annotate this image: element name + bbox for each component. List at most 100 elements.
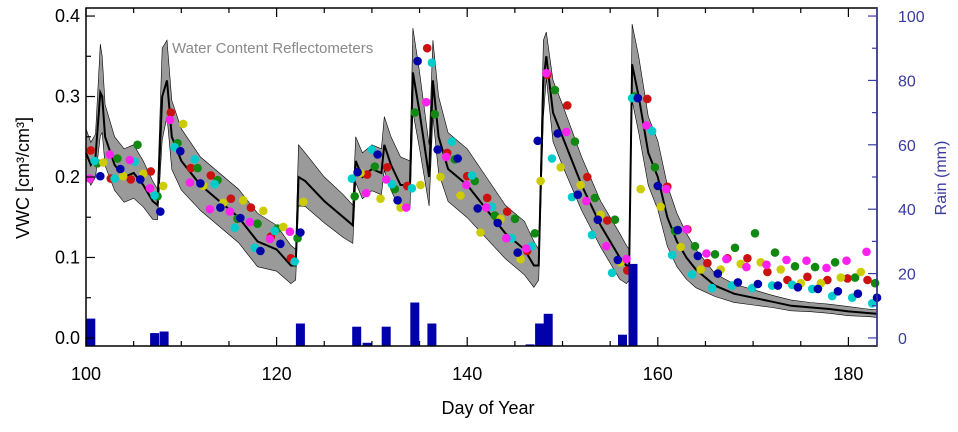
sensor-point <box>576 180 585 190</box>
sensor-point <box>590 193 600 203</box>
sensor-point <box>770 248 780 257</box>
sensor-point <box>116 164 125 174</box>
sensor-point <box>702 249 711 258</box>
sensor-point <box>467 171 477 180</box>
sensor-point <box>96 171 105 181</box>
x-tick-label: 180 <box>833 364 863 384</box>
sensor-point <box>276 239 285 249</box>
sensor-point <box>225 207 235 216</box>
sensor-point <box>870 278 880 288</box>
sensor-point <box>713 269 723 278</box>
sensor-point <box>118 171 128 181</box>
rain-bar <box>427 323 437 346</box>
sensor-point <box>647 126 657 136</box>
sensor-point <box>722 254 731 264</box>
sensor-point <box>687 270 697 279</box>
sensor-point <box>176 146 185 156</box>
sensor-point <box>602 241 611 251</box>
sensor-point <box>238 196 248 205</box>
sensor-point <box>105 150 115 159</box>
sensor-point <box>158 181 168 191</box>
sensor-point <box>582 196 591 206</box>
sensor-point <box>643 94 652 104</box>
sensor-point <box>570 137 580 146</box>
rain-tick-label: 20 <box>898 267 916 284</box>
sensor-point <box>762 260 771 270</box>
sensor-point <box>693 251 703 261</box>
sensor-point <box>279 222 288 232</box>
sensor-point <box>842 256 851 266</box>
sensor-point <box>863 275 872 285</box>
sensor-point <box>166 108 176 117</box>
sensor-point <box>776 265 785 274</box>
sensor-point <box>126 175 136 184</box>
sensor-point <box>656 202 665 212</box>
sensor-point <box>407 184 417 193</box>
rain-tick-label: 80 <box>898 73 916 90</box>
sensor-point <box>205 204 215 214</box>
sensor-point <box>810 262 820 272</box>
sensor-point <box>587 230 597 240</box>
x-axis-label: Day of Year <box>441 398 534 418</box>
sensor-point <box>862 247 871 257</box>
sensor-point <box>210 179 219 189</box>
sensor-point <box>193 163 202 173</box>
y-axis-label: VWC [cm³/cm³] <box>13 117 33 239</box>
sensor-point <box>387 179 397 189</box>
sensor-point <box>299 197 308 207</box>
sensor-point <box>562 127 571 137</box>
sensor-point <box>393 196 402 205</box>
sensor-point <box>502 233 511 243</box>
sensor-point <box>556 163 565 172</box>
sensor-point <box>285 227 295 236</box>
rain-bar <box>618 334 627 346</box>
sensor-point <box>607 268 617 278</box>
sensor-point <box>259 206 268 216</box>
sensor-point <box>843 274 852 283</box>
sensor-point <box>98 158 108 167</box>
sensor-point <box>245 217 255 227</box>
y-tick-label: 0.0 <box>55 328 80 348</box>
x-tick-label: 140 <box>452 364 482 384</box>
rain-tick-label: 100 <box>898 9 925 26</box>
sensor-point <box>536 176 545 186</box>
sensor-point <box>676 242 685 252</box>
sensor-point <box>85 174 95 183</box>
sensor-point <box>373 150 382 159</box>
sensor-point <box>542 68 551 78</box>
y-tick-label: 0.2 <box>55 167 80 187</box>
sensor-point <box>650 163 660 172</box>
y-tick-label: 0.1 <box>55 247 80 267</box>
sensor-point <box>145 184 155 193</box>
rain-tick-label: 60 <box>898 138 916 155</box>
rain-axis-ticks: 0 20 40 60 80 100 <box>868 9 925 348</box>
sensor-point <box>436 172 445 182</box>
sensor-point <box>710 250 720 259</box>
sensor-point <box>482 203 491 212</box>
sensor-point <box>550 85 560 95</box>
sensor-point <box>226 194 236 203</box>
sensor-point <box>265 234 275 244</box>
sensor-point <box>533 136 542 146</box>
sensor-point <box>853 289 863 299</box>
sensor-point <box>782 255 791 265</box>
sensor-point <box>823 275 832 285</box>
sensor-point <box>206 171 216 180</box>
sensor-point <box>361 188 371 198</box>
sensor-point <box>822 263 831 273</box>
sensor-point <box>662 184 671 194</box>
sensor-point <box>730 243 740 253</box>
sensor-point <box>493 218 503 228</box>
sensor-point <box>413 56 422 66</box>
sensor-point <box>90 156 99 166</box>
sensor-point <box>707 283 717 293</box>
sensor-point <box>401 203 411 212</box>
rain-bar <box>159 331 169 346</box>
sensor-point <box>473 204 483 213</box>
rain-bar <box>410 302 420 346</box>
x-tick-label: 120 <box>262 364 292 384</box>
sensor-point <box>421 97 431 107</box>
sensor-point <box>482 193 492 203</box>
sensor-point <box>146 167 156 176</box>
sensor-point <box>370 162 380 171</box>
